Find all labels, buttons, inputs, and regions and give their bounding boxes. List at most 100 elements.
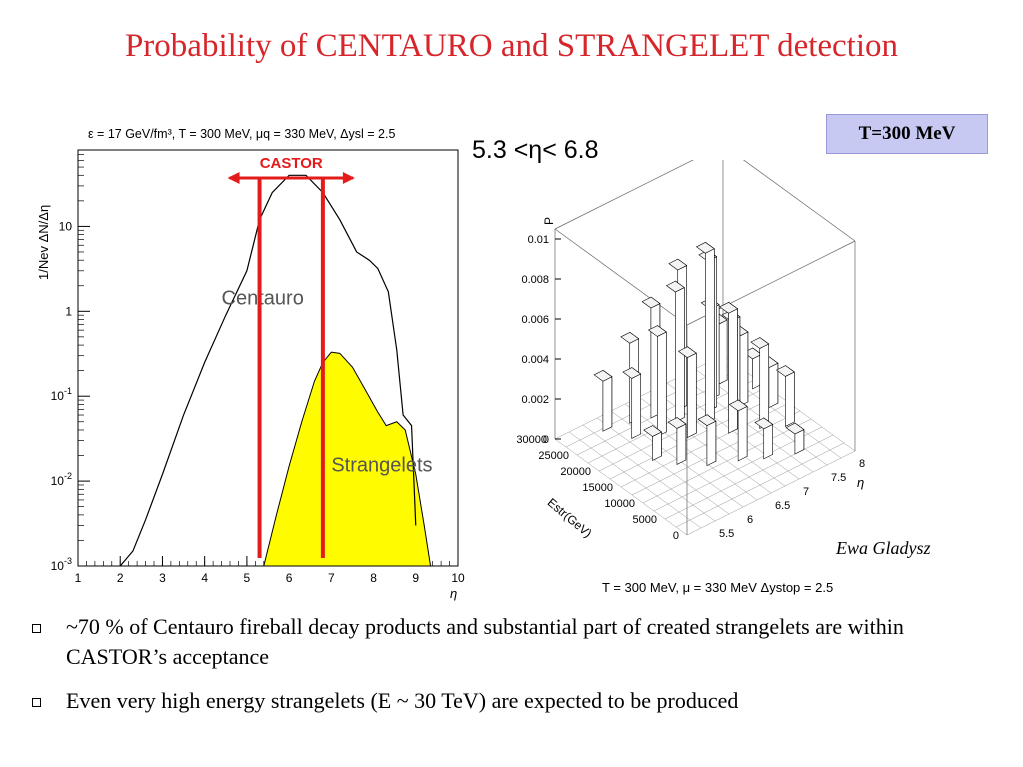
bullet-marker-icon [32,698,41,707]
eta-tick-label: 7.5 [831,472,846,484]
bar-front [717,319,728,385]
e-tick-label: 30000 [516,434,547,446]
bar-3d [667,416,687,465]
eta-axis-label: η [857,475,864,490]
z-tick-label: 0.004 [521,354,549,366]
bar-top [785,422,805,435]
eta-tick-label: 7 [803,486,809,498]
bar-3d [743,347,763,390]
castor-label: CASTOR [260,155,323,172]
bar-top [641,296,661,309]
right-chart: 0 0.002 0.004 0.006 0.008 0.01 P 0 5000 10000 1500… [516,160,865,595]
box-edge [743,160,856,242]
e-tick-label: 15000 [582,482,613,494]
bar-3d [665,280,685,423]
z-tick-label: 0.008 [521,274,549,286]
bullet-text: ~70 % of Centauro fireball decay product… [66,614,904,669]
bullet-item: ~70 % of Centauro fireball decay product… [32,612,992,672]
author-credit: Ewa Gladysz [836,538,931,558]
y-tick-label: 1 [65,304,72,318]
bar-front [728,308,738,434]
x-tick-label: 6 [286,571,293,585]
bar-3d [647,324,667,437]
bar-front [676,423,687,465]
e-tick-label: 5000 [633,514,657,526]
bar-3d [775,364,795,427]
bar-3d [728,399,748,462]
bar-3d [622,366,642,439]
bar-top [775,365,795,377]
bar-front [705,248,715,424]
bar-front [763,423,773,460]
bullet-item: Even very high energy strangelets (E ~ 3… [32,686,992,716]
bar-3d [697,414,717,467]
bar-top [668,258,688,271]
x-tick-label: 5 [244,571,251,585]
floor-grid-line [653,426,823,512]
bar-top [667,417,687,429]
z-tick-label: 0.01 [528,234,549,246]
bar-3d [719,301,739,434]
bar-top [695,242,715,254]
bar-3d [785,422,805,455]
x-tick-label: 1 [75,571,82,585]
chart-footer: T = 300 MeV, μ = 330 MeV Δystop = 2.5 [602,580,833,595]
bar-front [652,431,662,461]
e-axis-label: Estr(GeV) [545,495,595,540]
bar-front [631,373,641,439]
bar-top [643,425,663,437]
strangelets-area [263,351,432,567]
bar-top [620,332,640,344]
bar-3d [593,369,613,432]
bar-3d [677,346,697,439]
page-title: Probability of CENTAURO and STRANGELET d… [124,28,899,64]
floor-grid-line [642,418,812,504]
y-tick-label: 10-2 [51,471,72,488]
bar-front [602,376,613,432]
x-axis-label: η [450,586,457,601]
eta-tick-label: 6.5 [775,500,790,512]
z-tick-label: 0.006 [521,314,549,326]
bar-top [697,414,717,426]
eta-tick-label: 5.5 [719,528,734,540]
bar-front [759,343,769,429]
bullet-list: ~70 % of Centauro fireball decay product… [32,612,992,730]
e-tick-label: 10000 [604,498,635,510]
temperature-box: T=300 MeV [826,114,988,154]
x-tick-label: 4 [201,571,208,585]
y-tick-label: 10-3 [51,556,72,573]
bullet-marker-icon [32,624,41,633]
y-axis-label: 1/Nev ΔN/Δη [36,205,51,280]
bar-top [750,337,770,349]
bar-top [728,399,748,412]
floor-grid-line [664,434,834,520]
bullet-text: Even very high energy strangelets (E ~ 3… [66,688,739,713]
e-tick-label: 20000 [560,466,591,478]
castor-arrow-right [342,172,355,184]
x-tick-label: 2 [117,571,124,585]
left-chart: ε = 17 GeV/fm³, T = 300 MeV, μq = 330 Me… [36,127,465,601]
box-edge [554,160,694,230]
bar-front [737,405,748,462]
bar-front [785,371,795,427]
z-tick-label: 0 [543,434,549,446]
bar-top [754,417,774,430]
bar-top [719,302,739,314]
bar-top [665,280,685,293]
chart-title: ε = 17 GeV/fm³, T = 300 MeV, μq = 330 Me… [88,127,395,141]
bar-top [622,367,642,379]
box-edge [554,228,688,326]
eta-range-label: 5.3 <η< 6.8 [472,136,599,164]
eta-tick-label: 8 [859,458,865,470]
bar-3d [754,417,774,460]
bar-3d [750,336,770,429]
e-tick-label: 25000 [538,450,569,462]
castor-arrow-left [227,172,240,184]
x-tick-label: 3 [159,571,166,585]
bar-front [706,420,717,467]
y-tick-label: 10-1 [51,386,72,403]
x-tick-label: 10 [451,571,465,585]
series-label: Strangelets [331,454,432,476]
z-tick-label: 0.002 [521,394,549,406]
bar-front [738,331,749,407]
